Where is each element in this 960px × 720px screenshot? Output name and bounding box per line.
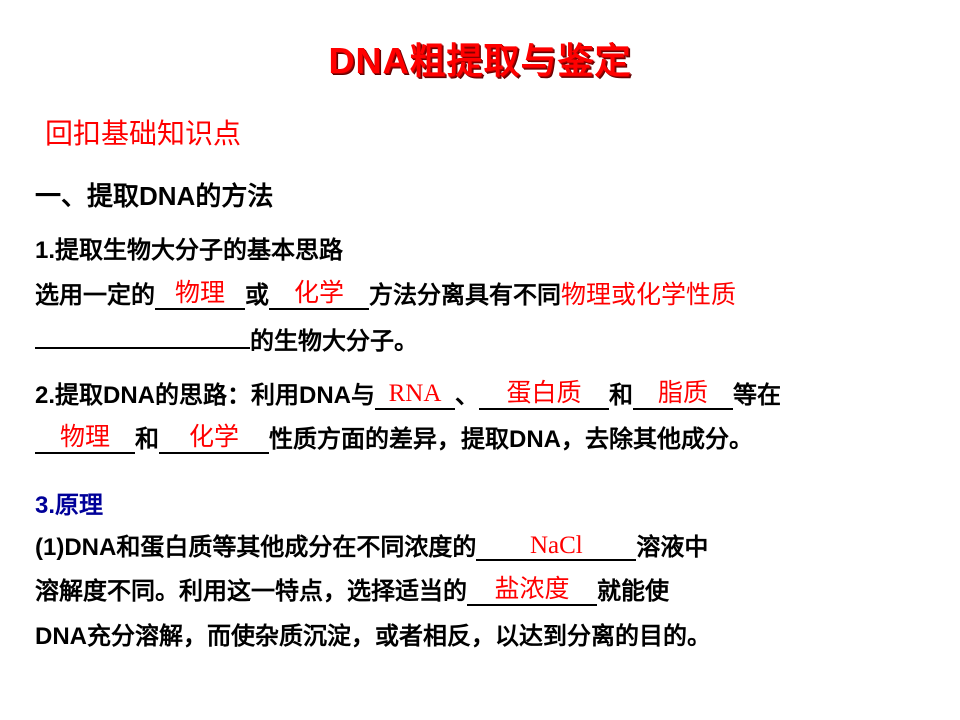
ans-chem-2: 化学 xyxy=(189,424,239,451)
p3-t3: 溶解度不同。利用这一特点，选择适当的 xyxy=(35,578,467,605)
p1-t3: 方法分离具有不同 xyxy=(369,282,561,309)
p1-t1: 选用一定的 xyxy=(35,282,155,309)
ans-chem-1: 化学 xyxy=(294,280,344,307)
section-1-heading: 一、提取DNA的方法 xyxy=(35,176,925,213)
ans-rna: RNA xyxy=(389,380,442,407)
p2-t3: 和 xyxy=(609,382,633,409)
title-wrap: DNA粗提取与鉴定 xyxy=(35,32,925,84)
slide-page: DNA粗提取与鉴定 回扣基础知识点 一、提取DNA的方法 1.提取生物大分子的基… xyxy=(0,0,960,659)
blank-chem-2: 化学 xyxy=(159,424,269,454)
paragraph-2: 2.提取DNA的思路：利用DNA与RNA、蛋白质和脂质等在物理和化学性质方面的差… xyxy=(35,374,925,463)
p2-t4: 等在 xyxy=(733,382,781,409)
paragraph-3: (1)DNA和蛋白质等其他成分在不同浓度的 NaCl 溶液中溶解度不同。利用这一特点… xyxy=(35,526,925,659)
paragraph-1: 1.提取生物大分子的基本思路 选用一定的物理或化学方法分离具有不同物理或化学性质… xyxy=(35,229,925,364)
ans-physics-2: 物理 xyxy=(60,424,110,451)
blank-salt: 盐浓度 xyxy=(467,576,597,606)
p2-t1: 2.提取DNA的思路：利用DNA与 xyxy=(35,382,375,409)
review-subtitle: 回扣基础知识点 xyxy=(45,112,925,152)
blank-physics-1: 物理 xyxy=(155,280,245,310)
blank-nacl: NaCl xyxy=(476,532,636,562)
ans-nacl: NaCl xyxy=(530,532,583,559)
ans-protein: 蛋白质 xyxy=(507,380,582,407)
blank-prop-underline xyxy=(35,347,250,349)
blank-chem-1: 化学 xyxy=(269,280,369,310)
blank-physics-2: 物理 xyxy=(35,424,135,454)
ans-salt: 盐浓度 xyxy=(494,576,569,603)
p3-t5: DNA充分溶解，而使杂质沉淀，或者相反，以达到分离的目的。 xyxy=(35,623,711,650)
blank-lipid: 脂质 xyxy=(633,380,733,410)
p2-t2: 、 xyxy=(455,382,479,409)
p2-t6: 性质方面的差异，提取DNA，去除其他成分。 xyxy=(269,426,753,453)
blank-protein: 蛋白质 xyxy=(479,380,609,410)
p3-t1: (1)DNA和蛋白质等其他成分在不同浓度的 xyxy=(35,534,476,561)
p1-t2: 或 xyxy=(245,282,269,309)
blank-rna: RNA xyxy=(375,380,455,410)
ans-lipid: 脂质 xyxy=(658,380,708,407)
ans-physics-1: 物理 xyxy=(175,280,225,307)
p2-t5: 和 xyxy=(135,426,159,453)
p3-t4: 就能使 xyxy=(597,578,669,605)
main-title: DNA粗提取与鉴定 xyxy=(329,40,632,81)
p1-t4: 的生物大分子。 xyxy=(250,328,418,355)
p3-t2: 溶液中 xyxy=(636,534,708,561)
principle-heading: 3.原理 xyxy=(35,485,925,520)
para1-prefix: 1.提取生物大分子的基本思路 xyxy=(35,237,343,264)
ans-prop: 物理或化学性质 xyxy=(561,282,736,309)
